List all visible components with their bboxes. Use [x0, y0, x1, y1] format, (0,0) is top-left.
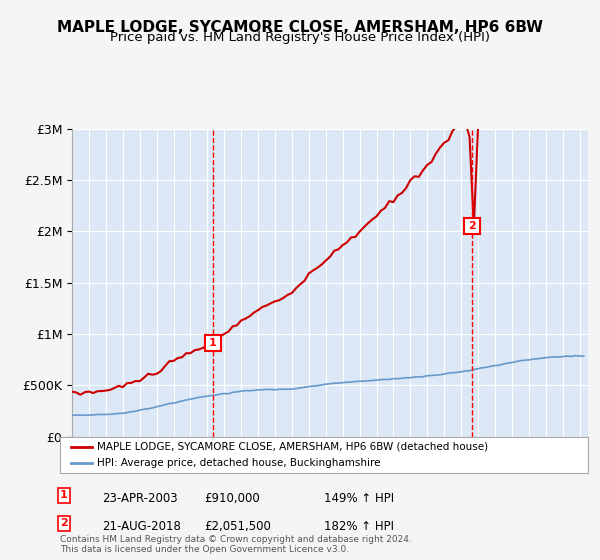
Text: HPI: Average price, detached house, Buckinghamshire: HPI: Average price, detached house, Buck… [97, 458, 380, 468]
Text: Contains HM Land Registry data © Crown copyright and database right 2024.
This d: Contains HM Land Registry data © Crown c… [60, 535, 412, 554]
Text: 1: 1 [209, 338, 217, 348]
Text: 149% ↑ HPI: 149% ↑ HPI [324, 492, 394, 505]
Text: 2: 2 [468, 221, 476, 231]
Text: £2,051,500: £2,051,500 [204, 520, 271, 533]
Text: 182% ↑ HPI: 182% ↑ HPI [324, 520, 394, 533]
Text: 2: 2 [60, 519, 68, 529]
Text: 1: 1 [60, 491, 68, 501]
Text: 21-AUG-2018: 21-AUG-2018 [102, 520, 181, 533]
Text: MAPLE LODGE, SYCAMORE CLOSE, AMERSHAM, HP6 6BW (detached house): MAPLE LODGE, SYCAMORE CLOSE, AMERSHAM, H… [97, 442, 488, 452]
Text: Price paid vs. HM Land Registry's House Price Index (HPI): Price paid vs. HM Land Registry's House … [110, 31, 490, 44]
Text: £910,000: £910,000 [204, 492, 260, 505]
Text: MAPLE LODGE, SYCAMORE CLOSE, AMERSHAM, HP6 6BW: MAPLE LODGE, SYCAMORE CLOSE, AMERSHAM, H… [57, 20, 543, 35]
Text: 23-APR-2003: 23-APR-2003 [102, 492, 178, 505]
